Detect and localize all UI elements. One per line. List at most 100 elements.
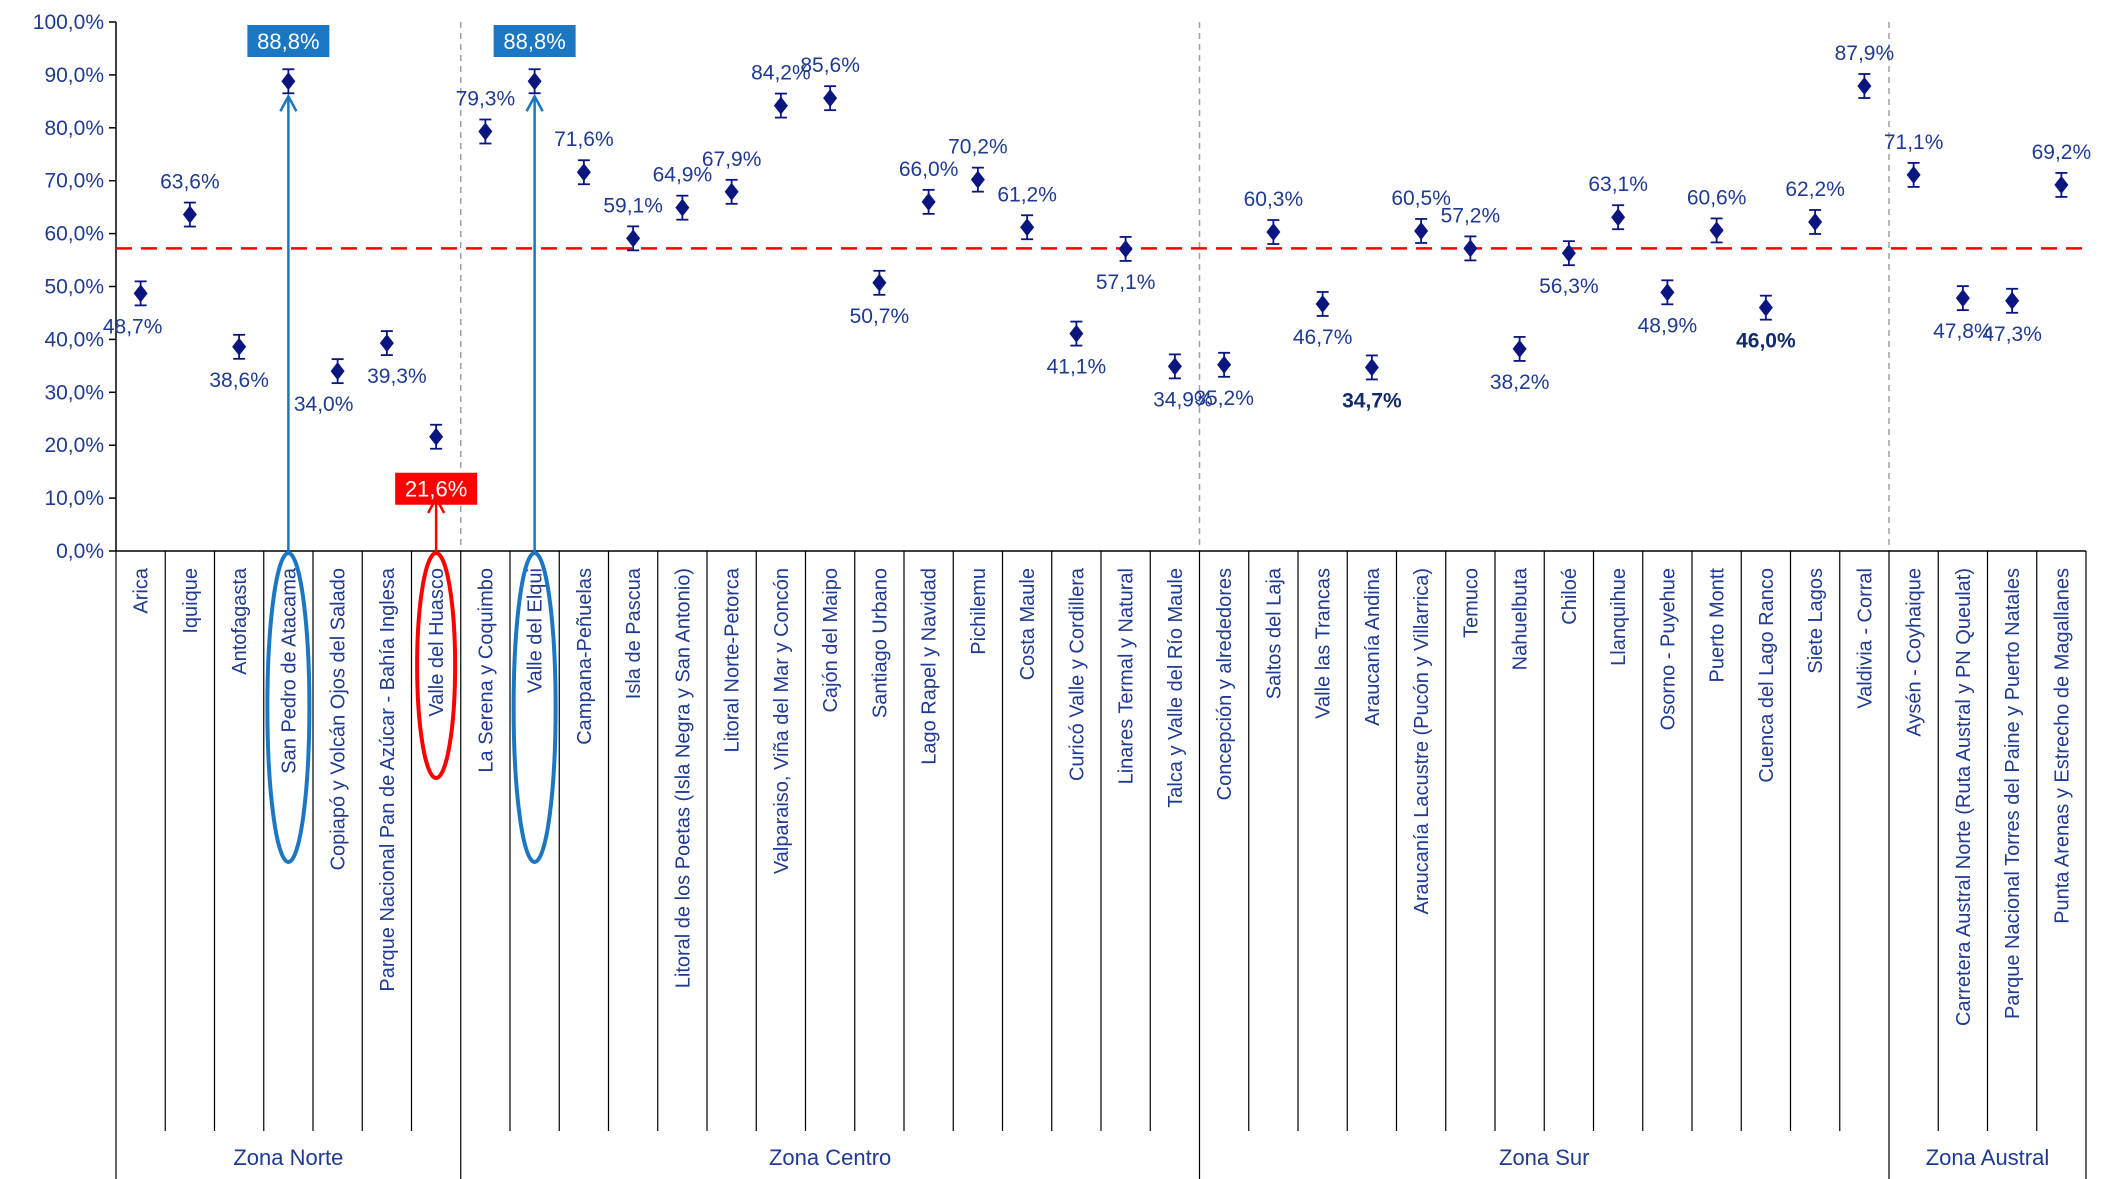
- category-label: Curicó Valle y Cordillera: [1066, 567, 1088, 781]
- category-label: Temuco: [1460, 568, 1482, 638]
- highlights: 88,8% 88,8% 21,6%: [247, 25, 576, 864]
- category-label: Campana-Peñuelas: [574, 568, 596, 745]
- data-point-marker: [675, 198, 690, 217]
- category-label: Lago Rapel y Navidad: [919, 568, 941, 765]
- data-point-marker: [527, 72, 542, 91]
- y-tick-label: 70,0%: [44, 170, 104, 193]
- data-value-label: 34,7%: [1342, 389, 1402, 412]
- category-label: Aysén - Coyhaique: [1904, 568, 1926, 737]
- category-label: Santiago Urbano: [869, 568, 891, 718]
- data-value-label: 71,6%: [554, 128, 614, 151]
- data-point-marker: [1660, 283, 1675, 302]
- category-labels: Arica Iquique Antofagasta San Pedro de Atac…: [115, 551, 2087, 1131]
- data-value-label: 48,7%: [103, 315, 163, 338]
- y-tick-label: 40,0%: [44, 328, 104, 351]
- data-value-label: 35,2%: [1194, 387, 1254, 410]
- data-value-label: 56,3%: [1539, 275, 1599, 298]
- data-value-label: 34,9%: [1153, 388, 1213, 411]
- data-point-marker: [2054, 175, 2069, 194]
- highlight-arrowhead: [279, 93, 298, 112]
- highlight-box-label: 88,8%: [257, 29, 319, 54]
- highlight-box-label: 21,6%: [405, 477, 467, 502]
- category-label: Carretera Austral Norte (Ruta Austral y …: [1953, 568, 1975, 1026]
- data-value-label: 47,3%: [1982, 323, 2042, 346]
- category-label: Araucanía Andina: [1362, 567, 1384, 726]
- data-point-marker: [1266, 223, 1281, 242]
- data-point-marker: [1709, 221, 1724, 240]
- y-tick-label: 100,0%: [33, 11, 104, 34]
- category-label: Valle del Huasco: [426, 568, 448, 717]
- y-tick-label: 90,0%: [44, 64, 104, 87]
- data-point-marker: [1069, 324, 1084, 343]
- zone-label: Zona Centro: [769, 1145, 891, 1170]
- y-tick-label: 20,0%: [44, 434, 104, 457]
- y-tick-label: 50,0%: [44, 276, 104, 299]
- data-value-label: 63,6%: [160, 171, 220, 194]
- data-point-marker: [1611, 208, 1626, 227]
- data-value-label: 60,5%: [1391, 187, 1451, 210]
- data-value-label: 46,7%: [1293, 326, 1353, 349]
- category-label: Siete Lagos: [1805, 568, 1827, 674]
- data-point-marker: [970, 170, 985, 189]
- data-point-marker: [872, 273, 887, 292]
- data-value-label: 38,6%: [209, 369, 269, 392]
- data-value-label: 85,6%: [800, 54, 860, 77]
- category-label: Llanquihue: [1608, 568, 1630, 666]
- data-point-marker: [626, 229, 641, 248]
- data-value-label: 50,7%: [850, 305, 910, 328]
- category-label: Valparaiso, Viña del Mar y Concón: [771, 568, 793, 874]
- category-label: Antofagasta: [229, 567, 251, 675]
- zone-label: Zona Austral: [1926, 1145, 2050, 1170]
- data-point-marker: [1512, 339, 1527, 358]
- data-value-label: 38,2%: [1490, 371, 1550, 394]
- data-point-marker: [1167, 357, 1182, 376]
- category-label: Cuenca del Lago Ranco: [1756, 568, 1778, 783]
- category-label: Osorno - Puyehue: [1657, 568, 1679, 730]
- y-axis-ticks: 0,0% 10,0% 20,0% 30,0% 40,0% 50,0% 60,0% 70,0% 8…: [33, 11, 116, 563]
- data-point-marker: [1315, 294, 1330, 313]
- data-value-label: 84,2%: [751, 62, 811, 85]
- category-label: Isla de Pascua: [623, 567, 645, 699]
- category-label: Iquique: [180, 568, 202, 634]
- category-label: Valle del Elqui: [525, 568, 547, 693]
- data-point-marker: [576, 163, 591, 182]
- data-value-label: 57,2%: [1441, 204, 1501, 227]
- y-tick-label: 60,0%: [44, 223, 104, 246]
- category-label: Cajón del Maipo: [820, 568, 842, 713]
- data-point-marker: [773, 96, 788, 115]
- data-value-label: 60,6%: [1687, 186, 1747, 209]
- data-value-label: 61,2%: [997, 183, 1057, 206]
- data-value-label: 70,2%: [948, 136, 1008, 159]
- y-tick-label: 30,0%: [44, 381, 104, 404]
- category-label: Talca y Valle del Río Maule: [1165, 568, 1187, 808]
- highlight-box: [247, 25, 330, 57]
- category-label: Pichilemu: [968, 568, 990, 655]
- category-label: La Serena y Coquimbo: [475, 568, 497, 773]
- data-value-label: 69,2%: [2032, 141, 2092, 164]
- data-point-marker: [1906, 165, 1921, 184]
- data-value-label: 34,0%: [294, 393, 354, 416]
- zone-labels: Zona Norte Zona Centro Zona Sur Zona Austra…: [115, 1131, 2087, 1179]
- data-value-label: 46,0%: [1736, 330, 1796, 353]
- data-point-marker: [1463, 239, 1478, 258]
- data-point-marker: [379, 334, 394, 353]
- data-point-marker: [1857, 77, 1872, 96]
- data-value-label: 41,1%: [1047, 356, 1107, 379]
- y-tick-label: 10,0%: [44, 487, 104, 510]
- data-value-label: 63,1%: [1588, 173, 1648, 196]
- data-point-marker: [1364, 358, 1379, 377]
- data-point-marker: [1118, 239, 1133, 258]
- data-points: [133, 68, 2069, 450]
- category-label: Punta Arenas y Estrecho de Magallanes: [2051, 568, 2073, 924]
- data-point-marker: [133, 284, 148, 303]
- data-value-label: 67,9%: [702, 148, 762, 171]
- highlight-box-label: 88,8%: [503, 29, 565, 54]
- data-point-marker: [921, 192, 936, 211]
- data-point-marker: [330, 362, 345, 381]
- category-label: Araucanía Lacustre (Pucón y Villarrica): [1411, 568, 1433, 914]
- category-label: Saltos del Laja: [1263, 567, 1285, 699]
- data-point-marker: [182, 205, 197, 224]
- data-point-marker: [823, 89, 838, 108]
- data-value-label: 59,1%: [603, 194, 663, 217]
